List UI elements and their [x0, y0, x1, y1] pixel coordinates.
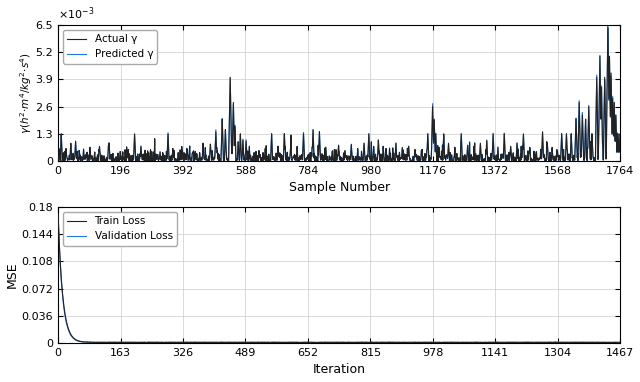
Validation Loss	[54, 222, 62, 227]
Actual γ	[302, 158, 310, 163]
Train Loss	[69, 335, 77, 340]
Validation Loss	[337, 340, 345, 345]
Actual γ	[604, 23, 612, 27]
Validation Loss	[245, 340, 253, 345]
Actual γ	[54, 159, 62, 163]
Predicted γ	[616, 150, 624, 155]
Actual γ	[360, 147, 367, 152]
Line: Train Loss: Train Loss	[58, 214, 620, 342]
Line: Predicted γ: Predicted γ	[58, 28, 620, 161]
Train Loss	[337, 340, 345, 345]
Y-axis label: MSE: MSE	[6, 262, 19, 288]
Validation Loss	[69, 336, 77, 340]
Validation Loss	[65, 328, 72, 332]
Validation Loss	[312, 340, 320, 345]
Predicted γ	[54, 159, 62, 163]
Line: Validation Loss: Validation Loss	[58, 214, 620, 343]
Predicted γ	[183, 146, 191, 151]
Actual γ	[183, 146, 191, 151]
Text: $\times10^{-3}$: $\times10^{-3}$	[58, 5, 95, 22]
Line: Actual γ: Actual γ	[58, 25, 620, 161]
Legend: Actual γ, Predicted γ: Actual γ, Predicted γ	[63, 30, 157, 63]
Train Loss	[54, 212, 62, 216]
Actual γ	[262, 159, 269, 163]
Train Loss	[250, 340, 258, 345]
Y-axis label: $\gamma$($h^2{\cdot}m^4$/$kg^2{\cdot}s^4$): $\gamma$($h^2{\cdot}m^4$/$kg^2{\cdot}s^4…	[19, 52, 34, 134]
X-axis label: Iteration: Iteration	[313, 363, 365, 376]
X-axis label: Sample Number: Sample Number	[289, 181, 390, 194]
Validation Loss	[614, 340, 622, 345]
Predicted γ	[262, 159, 269, 163]
Predicted γ	[109, 159, 116, 163]
Train Loss	[614, 340, 622, 345]
Actual γ	[283, 157, 291, 162]
Predicted γ	[604, 26, 612, 30]
Predicted γ	[283, 157, 291, 162]
Predicted γ	[302, 158, 310, 163]
Predicted γ	[141, 157, 149, 162]
Train Loss	[65, 327, 72, 331]
Actual γ	[141, 157, 149, 162]
Validation Loss	[54, 211, 62, 216]
Predicted γ	[360, 147, 367, 152]
Legend: Train Loss, Validation Loss: Train Loss, Validation Loss	[63, 212, 177, 246]
Train Loss	[616, 340, 624, 345]
Train Loss	[54, 222, 62, 227]
Validation Loss	[616, 340, 624, 345]
Actual γ	[109, 159, 116, 163]
Train Loss	[312, 340, 320, 345]
Actual γ	[616, 150, 624, 154]
